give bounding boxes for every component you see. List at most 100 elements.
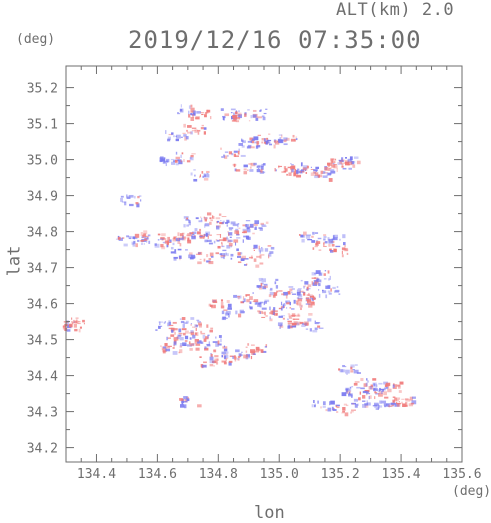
data-cell bbox=[187, 233, 192, 237]
data-cell bbox=[278, 307, 282, 310]
data-cell bbox=[303, 165, 308, 169]
data-cell bbox=[388, 386, 390, 389]
data-cell bbox=[159, 160, 162, 163]
data-cell bbox=[161, 346, 164, 351]
data-cell bbox=[260, 283, 263, 287]
data-cell bbox=[191, 254, 196, 259]
data-cell bbox=[291, 164, 294, 166]
data-cell bbox=[283, 139, 287, 143]
data-cell bbox=[169, 239, 172, 243]
data-cell bbox=[332, 286, 336, 290]
y-tick-label: 34.4 bbox=[27, 370, 58, 385]
data-cell bbox=[198, 322, 202, 326]
data-cell bbox=[295, 138, 298, 141]
data-cell bbox=[121, 237, 125, 239]
data-cell bbox=[257, 303, 261, 307]
data-cell bbox=[215, 336, 217, 339]
data-cell bbox=[301, 238, 305, 243]
data-cell bbox=[281, 315, 286, 317]
data-cell bbox=[281, 293, 285, 296]
x-tick-label: 135.2 bbox=[321, 467, 360, 482]
data-cell bbox=[235, 349, 240, 353]
data-cell bbox=[307, 284, 312, 288]
data-cell bbox=[272, 311, 275, 316]
data-cell bbox=[248, 120, 251, 122]
data-cell bbox=[237, 223, 239, 228]
data-cell bbox=[171, 329, 174, 333]
data-cell bbox=[238, 297, 240, 300]
data-cell bbox=[157, 239, 160, 241]
data-cell bbox=[290, 138, 296, 142]
data-cell bbox=[273, 292, 278, 296]
data-cell bbox=[265, 344, 268, 348]
data-cell bbox=[167, 345, 172, 347]
data-cell bbox=[228, 227, 234, 230]
data-cell bbox=[211, 304, 216, 309]
data-cell bbox=[378, 405, 383, 408]
data-cell bbox=[333, 237, 338, 241]
data-cell bbox=[261, 115, 265, 118]
data-cell bbox=[331, 250, 336, 252]
data-cell bbox=[342, 407, 346, 411]
data-cell bbox=[341, 250, 343, 255]
data-cell bbox=[249, 137, 254, 141]
data-cell bbox=[213, 365, 215, 367]
data-cell bbox=[220, 305, 225, 309]
x-axis-label: lon bbox=[254, 503, 285, 523]
data-cell bbox=[322, 175, 328, 178]
data-cell bbox=[194, 228, 198, 232]
data-cell bbox=[278, 315, 283, 318]
data-cell bbox=[301, 324, 306, 327]
data-cell bbox=[315, 279, 319, 283]
data-cell bbox=[350, 370, 354, 373]
data-cell bbox=[186, 131, 192, 134]
data-cell bbox=[284, 168, 288, 172]
data-cell bbox=[223, 355, 227, 360]
data-cell bbox=[352, 164, 356, 168]
data-cell bbox=[350, 366, 353, 370]
data-cell bbox=[238, 143, 243, 146]
data-cell bbox=[182, 324, 185, 328]
data-cell bbox=[347, 161, 353, 166]
data-cell bbox=[232, 114, 238, 119]
data-cell bbox=[295, 318, 300, 320]
data-cell bbox=[158, 326, 161, 329]
data-cell bbox=[283, 166, 287, 170]
data-cell bbox=[345, 249, 349, 251]
data-cell bbox=[344, 160, 349, 163]
data-cell bbox=[392, 399, 395, 403]
data-cell bbox=[328, 238, 334, 243]
data-cell bbox=[183, 134, 187, 137]
data-cell bbox=[221, 241, 223, 245]
data-cell bbox=[268, 294, 272, 298]
data-cell bbox=[178, 160, 183, 165]
data-cell bbox=[264, 301, 268, 304]
data-cell bbox=[307, 300, 309, 304]
data-cell bbox=[237, 358, 240, 361]
data-cell bbox=[226, 219, 230, 224]
data-cell bbox=[275, 278, 279, 282]
data-cell bbox=[184, 335, 189, 340]
data-cell bbox=[325, 409, 328, 412]
data-cell bbox=[266, 137, 269, 140]
data-cell bbox=[254, 141, 259, 144]
data-cell bbox=[181, 317, 186, 321]
data-cell bbox=[240, 252, 243, 255]
data-cell bbox=[246, 299, 250, 303]
data-cell bbox=[263, 301, 266, 306]
data-cell bbox=[317, 237, 322, 240]
data-cell bbox=[366, 391, 369, 394]
data-cell bbox=[254, 220, 260, 225]
data-cell bbox=[263, 112, 267, 115]
data-cell bbox=[159, 157, 164, 161]
data-cell bbox=[314, 320, 316, 325]
data-cell bbox=[258, 227, 263, 229]
data-cell bbox=[221, 156, 224, 158]
data-cell bbox=[259, 250, 261, 254]
data-cell bbox=[192, 110, 196, 114]
data-cell bbox=[210, 327, 214, 330]
data-cell bbox=[192, 334, 196, 339]
data-cell bbox=[305, 171, 308, 174]
data-cell bbox=[168, 321, 172, 325]
data-cell bbox=[356, 386, 361, 389]
